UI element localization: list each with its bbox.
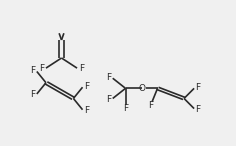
Text: F: F bbox=[39, 64, 44, 73]
Text: F: F bbox=[30, 66, 35, 75]
Text: F: F bbox=[84, 106, 89, 115]
Text: F: F bbox=[196, 83, 201, 92]
Text: F: F bbox=[84, 82, 89, 91]
Text: F: F bbox=[106, 73, 111, 82]
Text: F: F bbox=[123, 104, 128, 113]
Text: F: F bbox=[30, 90, 35, 99]
Text: F: F bbox=[196, 105, 201, 114]
Text: F: F bbox=[149, 101, 154, 110]
Text: O: O bbox=[139, 84, 145, 93]
Text: F: F bbox=[79, 64, 84, 73]
Text: F: F bbox=[106, 95, 111, 104]
